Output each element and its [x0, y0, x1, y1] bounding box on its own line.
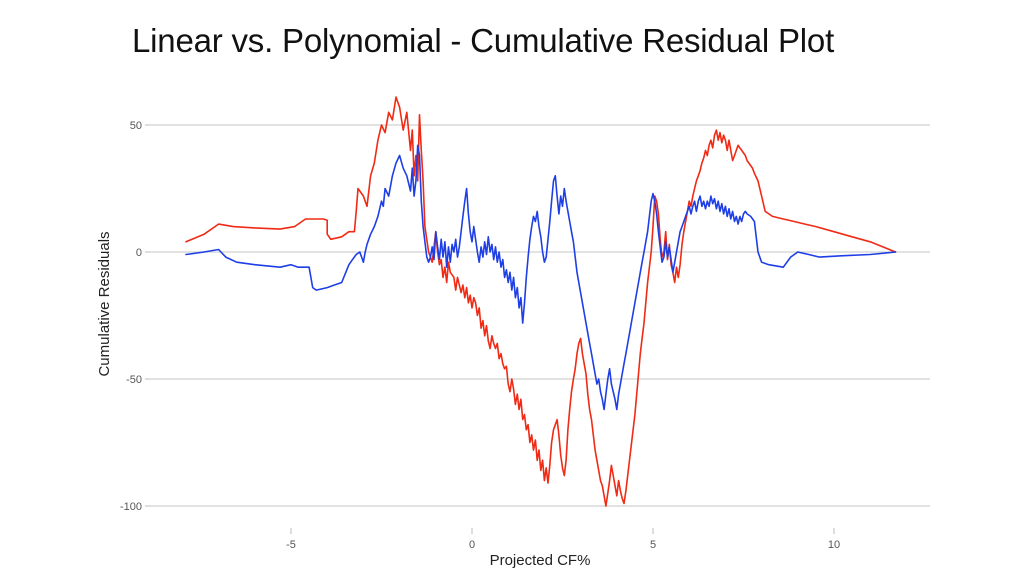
y-tick-label: -50 [126, 374, 142, 386]
x-tick-labels: -5 0 5 10 [286, 539, 840, 551]
chart-title: Linear vs. Polynomial - Cumulative Resid… [132, 22, 835, 59]
y-axis-title: Cumulative Residuals [96, 231, 113, 376]
y-tick-label: 0 [136, 247, 142, 259]
series-line-blue [185, 144, 897, 411]
y-tick-label: -100 [120, 501, 142, 513]
y-tick-labels: -100 -50 0 50 [120, 120, 142, 513]
grid-lines [145, 124, 930, 534]
x-axis-title: Projected CF% [490, 552, 591, 569]
x-tick-label: 5 [650, 539, 656, 551]
series-line-red [185, 96, 897, 507]
series-lines [185, 96, 897, 507]
y-tick-label: 50 [130, 120, 142, 132]
x-tick-label: -5 [286, 539, 296, 551]
x-tick-label: 10 [828, 539, 840, 551]
x-tick-label: 0 [469, 539, 475, 551]
